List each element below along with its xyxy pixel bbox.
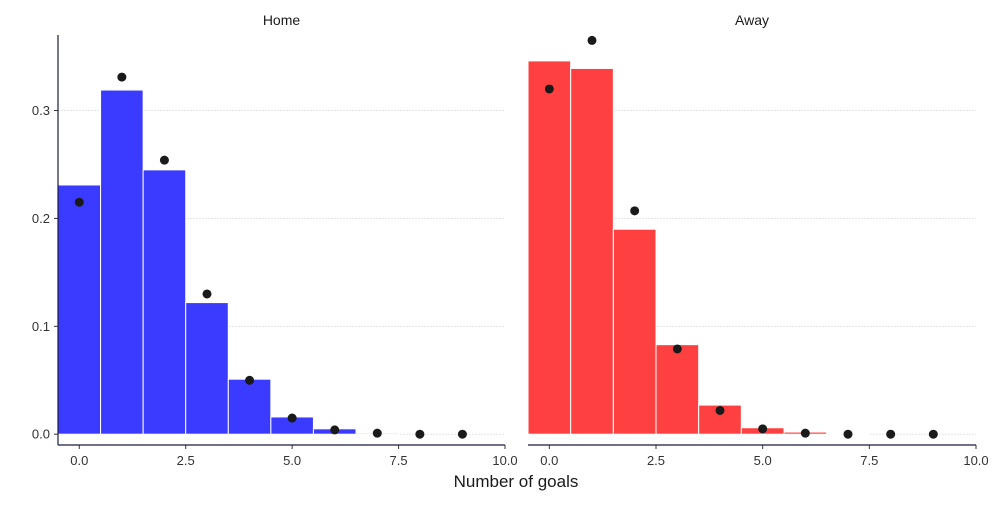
data-point (886, 429, 896, 439)
bar (100, 89, 144, 435)
data-point (544, 84, 554, 94)
bar (57, 184, 102, 435)
panel-title: Home (263, 12, 301, 28)
bar (185, 302, 229, 435)
x-tick-label: 5.0 (283, 453, 301, 468)
bar (612, 228, 657, 435)
data-point (330, 425, 340, 435)
data-point (74, 197, 84, 207)
data-point (672, 344, 682, 354)
y-tick-label: 0.1 (32, 319, 50, 334)
bar (698, 404, 742, 435)
data-point (587, 35, 597, 45)
x-tick-label: 0.0 (70, 453, 88, 468)
x-tick-label: 2.5 (177, 453, 195, 468)
panel-away: Away 0.0 2.5 5.0 7.5 10.0 (527, 12, 989, 468)
x-tick-label: 2.5 (647, 453, 665, 468)
x-axis-title: Number of goals (454, 472, 579, 491)
panel-title: Away (735, 12, 769, 28)
data-point (630, 206, 640, 216)
data-point (715, 405, 725, 415)
y-tick-label: 0.0 (32, 427, 50, 442)
bar (570, 67, 614, 435)
bar (527, 60, 572, 435)
data-point (117, 72, 127, 82)
data-point (415, 429, 425, 439)
x-tick-label: 10.0 (492, 453, 517, 468)
data-point (159, 155, 169, 165)
data-point (202, 289, 212, 299)
data-point (928, 429, 938, 439)
bar (227, 378, 272, 435)
x-tick-label: 5.0 (754, 453, 772, 468)
x-tick-label: 10.0 (963, 453, 988, 468)
data-point (245, 375, 255, 385)
y-tick-label: 0.3 (32, 103, 50, 118)
y-tick-label: 0.2 (32, 211, 50, 226)
data-point (800, 428, 810, 438)
x-tick-label: 7.5 (390, 453, 408, 468)
data-point (287, 413, 297, 423)
x-tick-label: 0.0 (540, 453, 558, 468)
bar (142, 169, 187, 435)
data-point (457, 429, 467, 439)
data-point (758, 424, 768, 434)
data-point (843, 429, 853, 439)
x-tick-label: 7.5 (860, 453, 878, 468)
data-point (372, 428, 382, 438)
bar (655, 344, 700, 435)
panel-home: Home 0.0 2.5 5.0 7.5 10.0 0.0 0.1 0.2 0.3 (32, 12, 518, 468)
